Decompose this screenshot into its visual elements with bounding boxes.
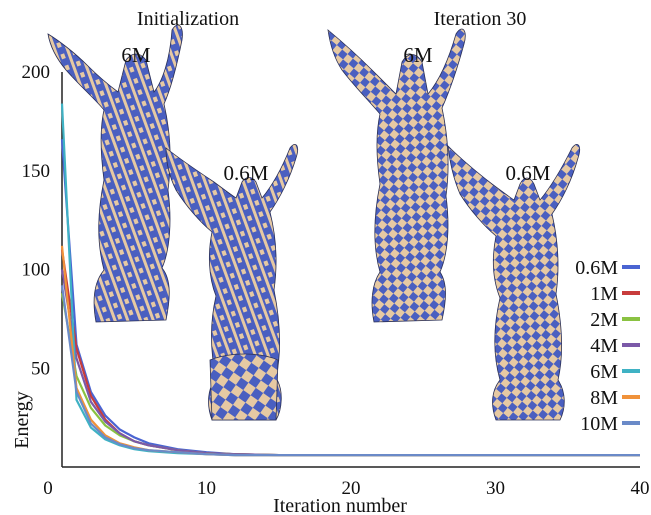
statue-init-6m: [47, 24, 183, 323]
legend-swatch: [622, 317, 640, 321]
statue-iter-6m: [327, 28, 466, 323]
legend-label: 1M: [590, 283, 618, 305]
legend-label: 4M: [590, 335, 618, 357]
legend-swatch: [622, 421, 640, 425]
legend-label: 6M: [590, 361, 618, 383]
x-tick-label: 0: [43, 478, 53, 499]
legend-label: 10M: [580, 413, 618, 435]
y-tick-label: 100: [22, 260, 51, 281]
mesh-label-iter-6m: 6M: [403, 43, 433, 67]
series-line-10M: [60, 285, 640, 457]
mesh-label-iter-06m: 0.6M: [506, 161, 551, 185]
x-axis-title: Iteration number: [273, 495, 407, 515]
legend-label: 8M: [590, 387, 618, 409]
legend-swatch: [622, 265, 640, 269]
y-axis-title: Energy: [11, 391, 33, 448]
mesh-label-init-6m: 6M: [121, 43, 151, 67]
y-tick-label: 50: [31, 358, 50, 379]
legend: 0.6M 1M 2M 4M 6M 8M 10M: [575, 257, 640, 435]
legend-swatch: [622, 369, 640, 373]
x-tick-label: 30: [486, 478, 505, 499]
y-tick-label: 150: [22, 161, 51, 182]
statue-init-06m: [165, 144, 298, 421]
caption-iteration-30: Iteration 30: [434, 8, 527, 30]
x-tick-label: 10: [197, 478, 216, 499]
legend-swatch: [622, 343, 640, 347]
mesh-label-init-06m: 0.6M: [224, 161, 269, 185]
legend-label: 2M: [590, 309, 618, 331]
ticks: 0 10 20 30 40 50 100 150 200: [22, 62, 650, 499]
series-lines: [60, 103, 640, 457]
x-tick-label: 20: [342, 478, 361, 499]
legend-swatch: [622, 395, 640, 399]
legend-swatch: [622, 291, 640, 295]
statue-iter-06m: [447, 144, 580, 421]
x-tick-label: 40: [631, 478, 650, 499]
caption-initialization: Initialization: [137, 8, 239, 30]
legend-label: 0.6M: [575, 257, 618, 279]
y-tick-label: 200: [22, 62, 51, 83]
